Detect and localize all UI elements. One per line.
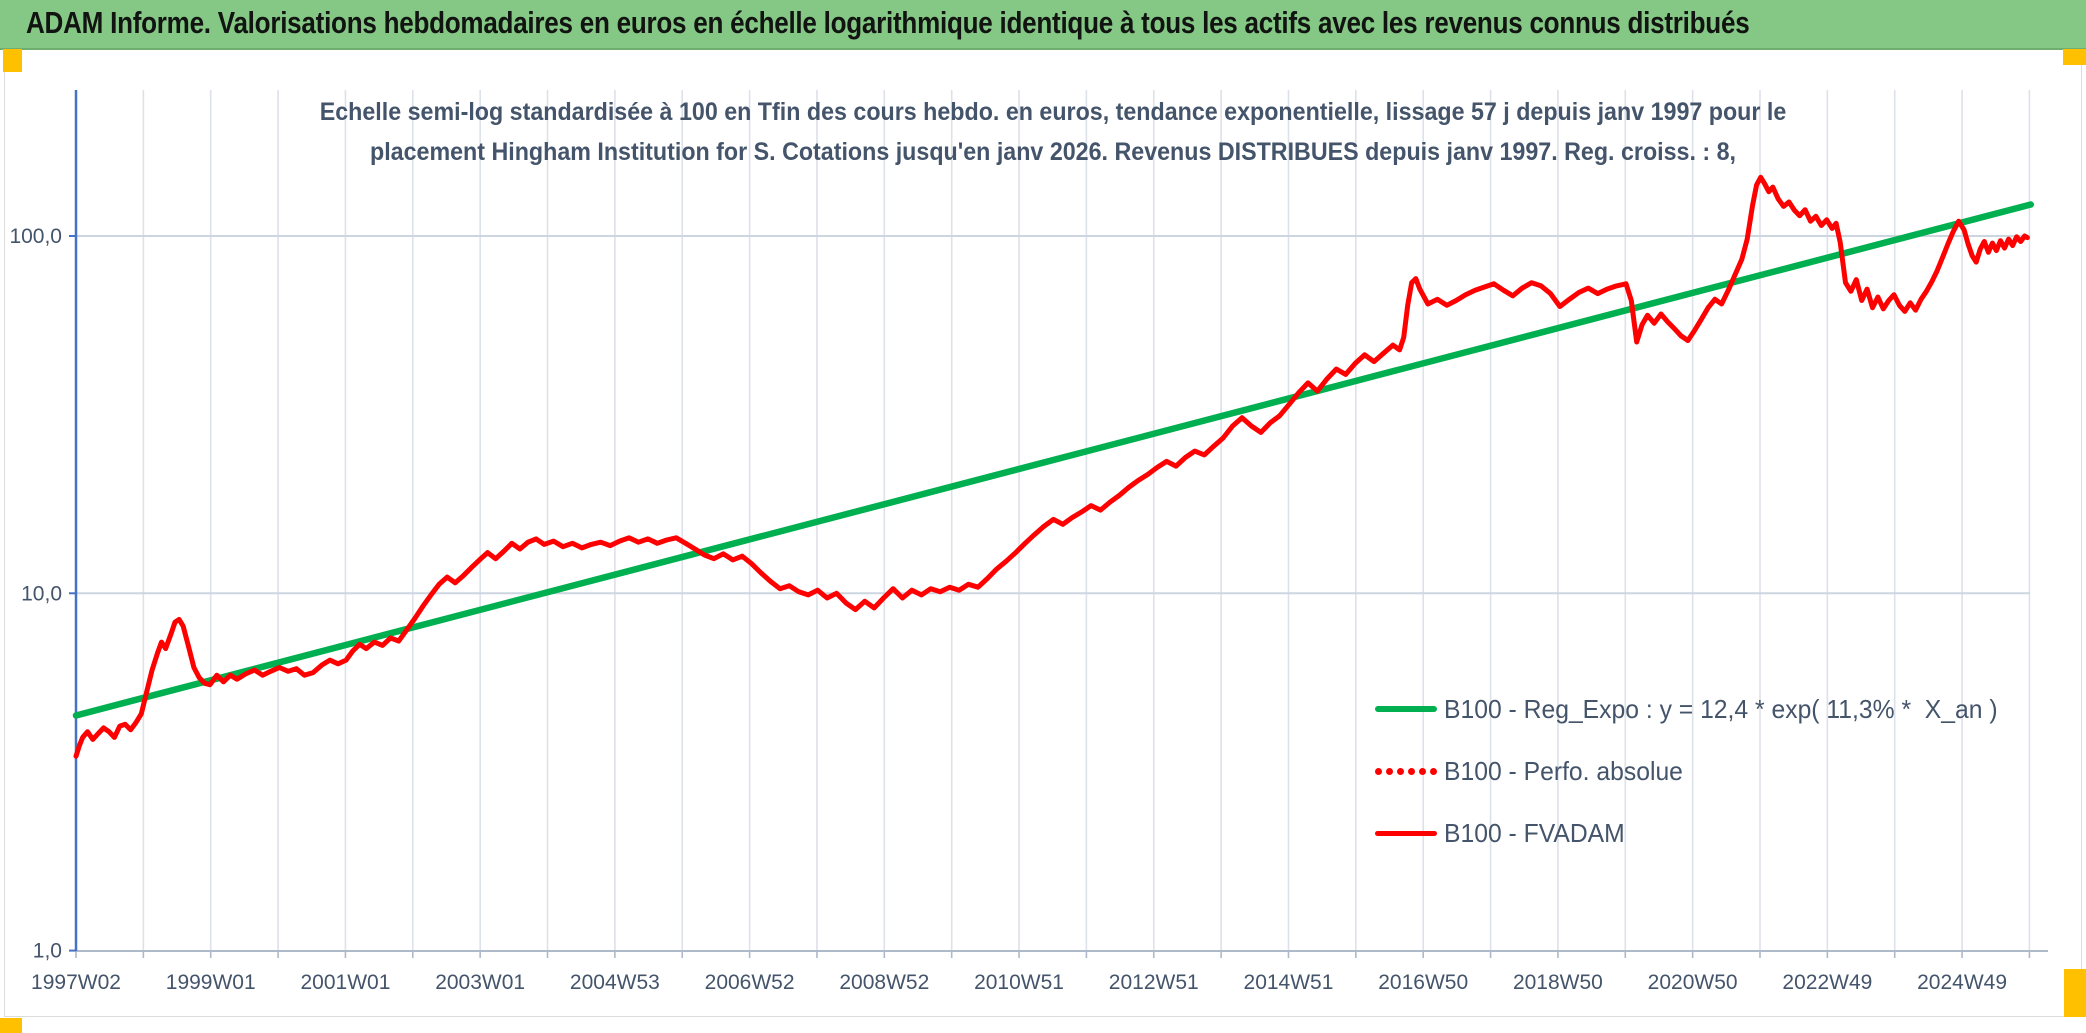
x-tick-label: 2020W50 [1648, 971, 1738, 994]
chart-subtitle: Echelle semi-log standardisée à 100 en T… [160, 92, 1946, 172]
x-tick-label: 2010W51 [974, 971, 1064, 994]
x-tick-label: 1999W01 [166, 971, 256, 994]
legend-label: B100 - FVADAM [1444, 817, 1625, 848]
slide-border [4, 50, 2082, 1017]
legend-swatch-dotted-line [1375, 767, 1437, 775]
legend-label: B100 - Perfo. absolue [1444, 755, 1683, 786]
x-tick-label: 2014W51 [1244, 971, 1334, 994]
legend-dot [1375, 767, 1382, 775]
page-title: ADAM Informe. Valorisations hebdomadaire… [26, 5, 1750, 40]
legend-item: B100 - Perfo. absolue [1375, 756, 2027, 786]
legend-item: B100 - FVADAM [1375, 818, 2027, 848]
gold-accent-top-right [2063, 49, 2086, 65]
x-tick-label: 1997W02 [31, 971, 121, 994]
chart-legend: B100 - Reg_Expo : y = 12,4 * exp( 11,3% … [1375, 694, 2027, 880]
x-tick-label: 2018W50 [1513, 971, 1603, 994]
legend-dot [1386, 767, 1393, 775]
x-tick-label: 2003W01 [435, 971, 525, 994]
legend-item: B100 - Reg_Expo : y = 12,4 * exp( 11,3% … [1375, 694, 2027, 724]
legend-dot [1397, 767, 1404, 775]
legend-dot [1408, 767, 1415, 775]
gold-accent-bottom-right [2064, 969, 2086, 1017]
legend-label: B100 - Reg_Expo : y = 12,4 * exp( 11,3% … [1444, 693, 1998, 724]
legend-line [1375, 705, 1437, 713]
gold-accent-top-left [3, 49, 22, 72]
legend-dot [1419, 767, 1426, 775]
y-tick-label: 10,0 [21, 582, 62, 605]
legend-swatch-solid-line [1375, 830, 1437, 836]
gold-accent-bottom-left [0, 1018, 22, 1033]
legend-swatch-solid-line [1375, 705, 1437, 713]
chart-subtitle-line2: placement Hingham Institution for S. Cot… [370, 138, 1736, 166]
x-tick-label: 2024W49 [1917, 971, 2007, 994]
x-tick-label: 2022W49 [1782, 971, 1872, 994]
x-tick-label: 2016W50 [1378, 971, 1468, 994]
y-tick-label: 100,0 [9, 225, 62, 248]
trend-line [72, 201, 2035, 719]
x-tick-label: 2004W53 [570, 971, 660, 994]
legend-line [1375, 830, 1437, 836]
x-tick-label: 2006W52 [705, 971, 795, 994]
legend-dot [1430, 767, 1437, 775]
chart-subtitle-line1: Echelle semi-log standardisée à 100 en T… [319, 98, 1787, 126]
x-tick-label: 2012W51 [1109, 971, 1199, 994]
title-banner: ADAM Informe. Valorisations hebdomadaire… [0, 0, 2086, 50]
series-line [73, 174, 2030, 759]
y-tick-label: 1,0 [33, 940, 62, 963]
x-tick-label: 2001W01 [300, 971, 390, 994]
x-tick-label: 2008W52 [839, 971, 929, 994]
